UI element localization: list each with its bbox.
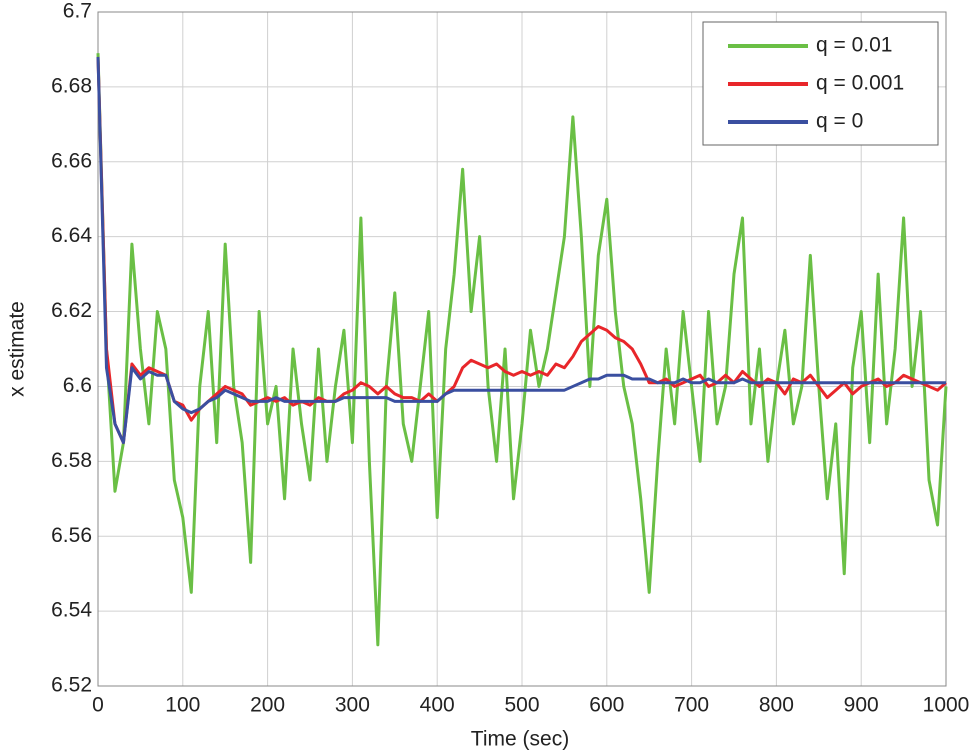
- x-tick-label: 400: [420, 694, 455, 717]
- y-tick-label: 6.66: [51, 149, 92, 172]
- x-tick-label: 700: [674, 694, 709, 717]
- legend-label: q = 0.01: [816, 34, 892, 57]
- y-tick-label: 6.52: [51, 674, 92, 697]
- y-tick-label: 6.56: [51, 524, 92, 547]
- x-tick-label: 900: [844, 694, 879, 717]
- y-tick-label: 6.68: [51, 74, 92, 97]
- plot-frame: [97, 11, 947, 687]
- series-line: [96, 53, 948, 647]
- legend-label: q = 0: [816, 110, 863, 133]
- y-tick-label: 6.62: [51, 299, 92, 322]
- x-tick-label: 800: [759, 694, 794, 717]
- x-tick-label: 200: [250, 694, 285, 717]
- y-axis-label: x estimate: [6, 301, 29, 397]
- y-tick-label: 6.64: [51, 224, 92, 247]
- y-tick-label: 6.54: [51, 599, 92, 622]
- legend-label: q = 0.001: [816, 72, 904, 95]
- x-axis-label: Time (sec): [471, 728, 569, 751]
- x-tick-label: 100: [165, 694, 200, 717]
- y-tick-label: 6.7: [63, 0, 92, 23]
- x-tick-label: 1000: [923, 694, 970, 717]
- series-line: [96, 56, 947, 445]
- x-tick-label: 300: [335, 694, 370, 717]
- x-tick-label: 500: [504, 694, 539, 717]
- series-line: [96, 56, 946, 445]
- y-tick-label: 6.58: [51, 449, 92, 472]
- y-tick-label: 6.6: [63, 374, 92, 397]
- x-tick-label: 600: [589, 694, 624, 717]
- x-tick-label: 0: [92, 694, 104, 717]
